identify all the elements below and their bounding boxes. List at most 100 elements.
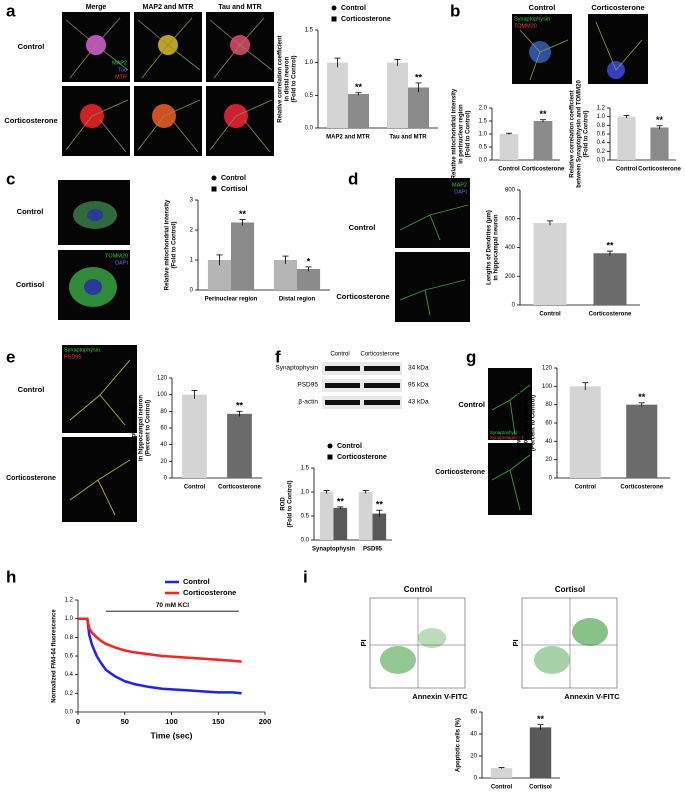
significance-mark: ** [236,401,244,411]
column-title: Merge [86,4,107,11]
panel-letter: d [348,169,358,188]
significance-mark: ** [415,72,423,82]
significance-mark: ** [638,392,646,402]
micrograph [488,443,532,515]
band-label: β-actin [298,399,318,406]
stain-label: DAPI [454,189,467,195]
y-tick-label: 120 [542,366,553,372]
y-tick-label: 0.4 [65,672,74,678]
y-axis-label: in distal neuron [285,56,291,101]
column-title: Corticosterone [591,3,644,12]
band-size: 43 kDa [408,399,429,406]
y-tick-label: 120 [157,376,168,382]
y-axis-label: between Synaptophysin and TOMM20 [577,80,583,188]
x-tick-label: Corticosterone [620,485,663,491]
legend-marker [331,5,337,11]
row-label: Corticosterone [336,292,389,301]
micrograph [395,252,470,322]
y-tick-label: 1.0 [597,114,606,120]
bar [348,94,369,128]
y-tick-label: 20 [545,457,552,463]
axis-label: Annexin V-FITC [412,692,468,701]
y-axis-label: (Fold to Control) [466,111,472,158]
plot-frame [521,597,618,689]
panel-letter: g [466,347,476,366]
panel-letter: f [275,347,281,366]
bar [327,62,348,128]
y-tick-label: 0.4 [597,140,606,146]
row-label: Control [18,385,45,394]
micrograph [395,178,470,248]
y-tick-label: 100 [157,392,168,398]
legend-label: Corticosterone [183,588,236,597]
x-tick-label: MAP2 and MTR [326,135,370,141]
significance-mark: ** [337,496,345,506]
flow-cluster [380,646,416,674]
y-tick-label: 0.2 [65,691,74,697]
lane-label: Control [330,352,349,358]
y-tick-label: 0.6 [65,654,74,660]
x-tick-label: Corticosterone [522,167,565,173]
y-tick-label: 2.0 [479,106,488,112]
bar [617,116,636,160]
panel-letter: a [6,1,16,20]
y-axis-label: protein in synapse [524,396,530,450]
bar [569,386,601,478]
stain-label: TOMM20 [105,253,128,259]
x-tick-label: Control [491,785,513,791]
bar [593,253,627,305]
panel-letter: h [6,567,16,586]
axis-label: PI [359,639,368,646]
x-tick-label: Corticosterone [638,167,681,173]
blot [322,396,402,409]
y-tick-label: 0.5 [479,145,488,151]
row-label: Corticosterone [6,475,56,482]
blot-band [325,366,400,405]
bar [650,127,669,160]
y-tick-label: 1.0 [479,132,488,138]
bar [408,87,429,128]
legend-label: Control [183,577,210,586]
neurite [519,21,643,81]
bar [626,404,658,478]
y-tick-label: 0 [549,476,553,482]
legend-label: Corticosterone [337,454,387,461]
bar [182,394,207,478]
micrograph [488,368,532,440]
significance-mark: ** [656,115,664,125]
y-tick-label: 20 [470,754,477,760]
y-axis-label: Relative mitochondrial intensity [165,199,171,290]
row-label: Control [18,42,45,51]
y-tick-label: 800 [505,188,516,194]
y-axis-label: (Percent to Control) [146,400,152,456]
significance-mark: ** [239,209,247,219]
x-tick-label: Corticosterone [218,485,261,491]
annotation: 70 mM KCl [156,602,189,609]
y-tick-label: 0.0 [65,710,74,716]
y-tick-label: 2 [190,228,194,234]
x-tick-label: 50 [121,717,129,726]
stain-label: PSD95 [64,354,81,360]
band-size: 34 kDa [408,365,429,372]
series-line [78,617,242,663]
lane-label: Corticosterone [360,352,400,358]
micrograph-grid [62,12,274,156]
panel-letter: c [6,169,15,188]
flow-cluster [572,618,608,646]
y-tick-label: 0.2 [597,149,606,155]
y-tick-label: 40 [470,732,477,738]
bar [273,260,297,290]
y-tick-label: 1.0 [301,490,310,496]
blot [322,362,402,375]
y-axis-label: Relative mitochondrial intensity [452,88,458,179]
bar [227,413,252,478]
bar [490,768,513,778]
y-tick-label: 60 [160,426,167,432]
panel-letter: i [303,567,308,586]
y-tick-label: 0 [190,288,194,294]
legend-label: Control [341,5,366,12]
y-tick-label: 0 [164,476,168,482]
neurite [399,204,469,316]
stain-label: Synaptophysin [514,16,550,22]
y-tick-label: 40 [545,439,552,445]
